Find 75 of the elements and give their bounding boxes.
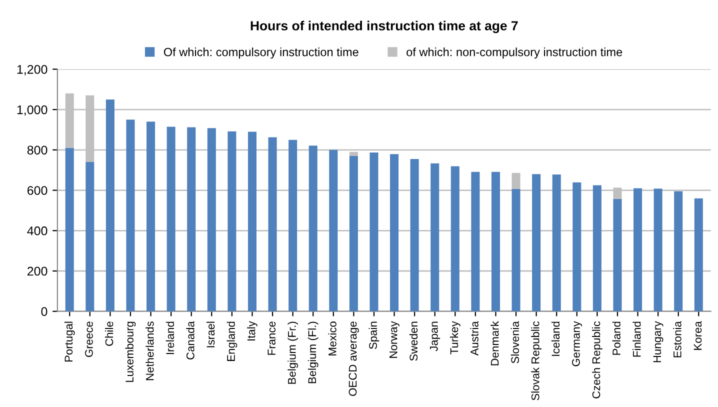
x-tick-label: Korea — [694, 321, 702, 350]
bar — [674, 191, 683, 312]
x-tick-label: Slovak Republic — [531, 321, 542, 400]
x-tick-label: Slovenia — [510, 321, 520, 364]
x-tick-label: Turkey — [450, 321, 460, 354]
x-tick-label: Germany — [572, 321, 582, 366]
bar — [207, 128, 216, 312]
bar — [370, 152, 378, 312]
bar — [65, 148, 74, 312]
y-tick-label: 1,000 — [17, 105, 48, 116]
x-tick-label: France — [268, 322, 276, 355]
bar — [288, 140, 298, 312]
x-tick-label: Poland — [612, 322, 620, 355]
x-tick-label: Spain — [368, 322, 380, 349]
x-tick-label: England — [226, 322, 238, 361]
y-tick-label: 1,200 — [17, 64, 48, 76]
x-tick-label: Chile — [105, 322, 114, 346]
x-tick-label: Ireland — [166, 322, 174, 354]
bar — [349, 156, 358, 312]
x-tick-label: Austria — [470, 321, 478, 356]
y-tick-label: 200 — [27, 266, 48, 276]
y-tick-label: 400 — [27, 226, 48, 236]
legend-label: of which: non-compulsory instruction time — [406, 48, 622, 59]
x-tick-label: Japan — [430, 322, 440, 352]
x-tick-label: Luxembourg — [125, 322, 136, 382]
x-tick-label: Denmark — [490, 321, 499, 366]
x-tick-label: Canada — [186, 321, 194, 360]
bar — [86, 162, 94, 312]
x-tick-label: Belgium (Fr.) — [288, 322, 298, 384]
x-tick-label: Israel — [206, 322, 215, 348]
bar — [694, 198, 703, 312]
bar — [329, 150, 338, 312]
bar — [491, 172, 500, 312]
bar — [146, 122, 156, 312]
bar — [450, 166, 460, 312]
bar — [592, 185, 602, 312]
y-tick-label: 800 — [27, 146, 48, 155]
bar — [410, 158, 419, 312]
bar — [613, 198, 622, 312]
bar — [471, 172, 480, 312]
bar — [512, 188, 520, 312]
bar — [187, 127, 196, 312]
legend-label: Of which: compulsory instruction time — [164, 48, 358, 59]
bar — [654, 188, 662, 312]
bar — [268, 137, 277, 312]
x-tick-label: Mexico — [328, 322, 336, 356]
bar — [166, 126, 176, 312]
x-tick-label: Sweden — [409, 322, 418, 361]
bar — [430, 163, 440, 312]
bar — [248, 132, 256, 312]
chart-title: Hours of intended instruction time at age 7 — [250, 20, 518, 34]
x-tick-label: Iceland — [551, 322, 560, 356]
x-tick-label: Italy — [247, 321, 258, 340]
bar — [390, 154, 399, 312]
bar — [512, 172, 520, 189]
bar — [308, 146, 318, 312]
bar — [552, 174, 561, 312]
y-tick-label: 600 — [28, 186, 48, 195]
y-tick-label: 0 — [41, 307, 48, 316]
x-tick-label: Norway — [390, 321, 400, 358]
bar — [106, 99, 114, 312]
x-tick-label: Greece — [85, 322, 93, 357]
bar — [228, 131, 236, 312]
x-tick-label: Czech Republic — [592, 321, 602, 398]
x-tick-label: Belgium (Fl.) — [308, 322, 318, 384]
x-tick-label: Estonia — [673, 321, 682, 358]
x-tick-label: Netherlands — [146, 321, 154, 380]
bar — [532, 174, 541, 312]
x-tick-label: Hungary — [653, 321, 664, 362]
bar — [572, 182, 582, 312]
bar — [634, 188, 642, 312]
x-tick-label: Portugal — [64, 322, 75, 362]
x-tick-label: Finland — [632, 322, 641, 357]
bar — [126, 120, 135, 312]
x-tick-label: OECD average — [348, 322, 359, 396]
